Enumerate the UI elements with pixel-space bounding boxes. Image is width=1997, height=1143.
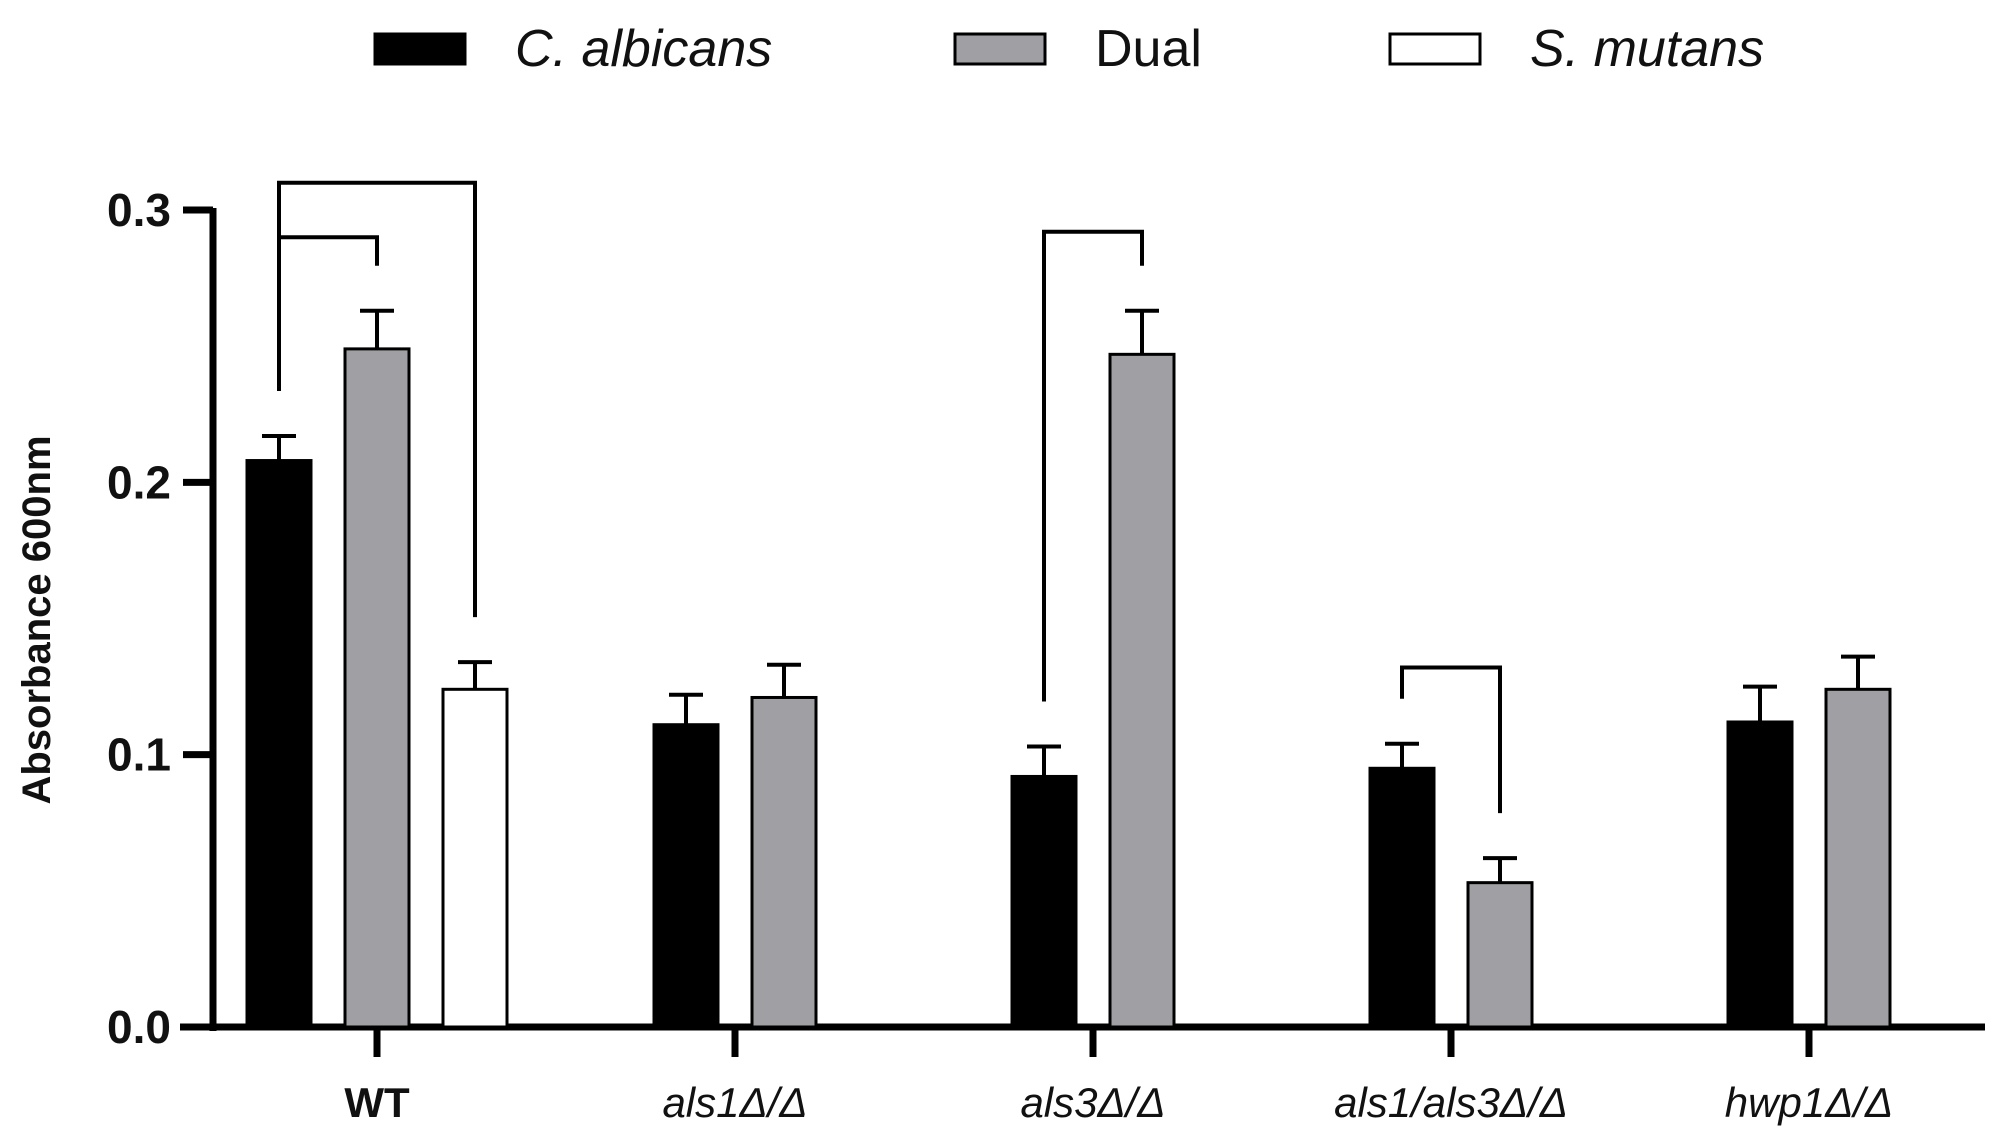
bars — [245, 347, 1892, 1029]
legend-label: S. mutans — [1530, 20, 1764, 78]
y-axis-label: Absorbance 600nm — [15, 435, 59, 804]
x-tick-label: hwp1Δ/Δ — [1725, 1079, 1893, 1126]
bar — [441, 687, 509, 1029]
significance-bracket — [277, 180, 477, 618]
significance-brackets — [277, 180, 1502, 814]
legend-swatch — [953, 32, 1047, 66]
error-bars — [262, 308, 1875, 883]
x-tick-label: WT — [344, 1079, 410, 1126]
legend-swatch — [373, 32, 467, 66]
legend-swatch — [1388, 32, 1482, 66]
legend-label: C. albicans — [515, 20, 772, 78]
bar — [652, 723, 720, 1029]
significance-bracket — [1400, 665, 1502, 814]
bar — [750, 695, 818, 1029]
y-tick-label: 0.2 — [107, 456, 171, 508]
bar — [1824, 687, 1892, 1029]
bar — [245, 459, 313, 1029]
y-tick-label: 0.3 — [107, 184, 171, 236]
bar — [1108, 352, 1176, 1029]
bar — [1010, 774, 1078, 1029]
bar — [1466, 881, 1534, 1029]
x-tick-label: als3Δ/Δ — [1020, 1079, 1165, 1126]
bar — [1368, 766, 1436, 1029]
y-axis: 0.0 0.1 0.2 0.3 — [107, 184, 217, 1053]
legend: C. albicans Dual S. mutans — [373, 20, 1764, 78]
legend-label: Dual — [1095, 20, 1202, 78]
x-axis: WT als1Δ/Δ als3Δ/Δ als1/als3Δ/Δ hwp1Δ/Δ — [180, 1023, 1985, 1126]
bar — [1726, 720, 1794, 1029]
y-tick-label: 0.0 — [107, 1001, 171, 1053]
significance-bracket — [1042, 229, 1144, 702]
x-tick-label: als1/als3Δ/Δ — [1334, 1079, 1568, 1126]
x-tick-label: als1Δ/Δ — [662, 1079, 807, 1126]
bar — [343, 347, 411, 1029]
y-tick-label: 0.1 — [107, 729, 171, 781]
